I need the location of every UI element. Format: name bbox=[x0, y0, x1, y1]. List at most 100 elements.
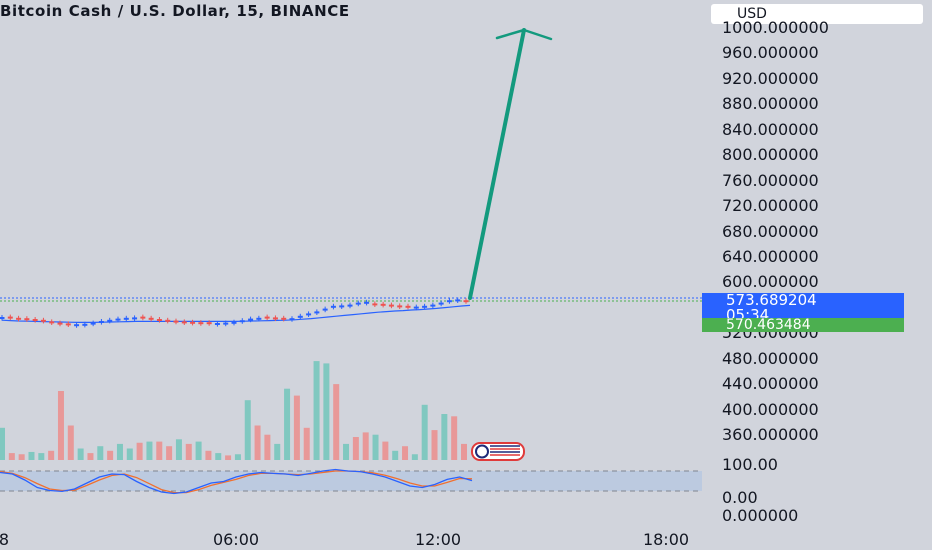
volume-bar bbox=[402, 446, 409, 460]
candle-body bbox=[455, 299, 461, 302]
price-tick-label: 680.000000 bbox=[722, 221, 819, 241]
candle-body bbox=[264, 316, 270, 319]
candle-body bbox=[156, 319, 162, 321]
volume-bar bbox=[323, 363, 330, 460]
candle-body bbox=[347, 304, 353, 307]
volume-bar bbox=[313, 361, 320, 460]
candle-body bbox=[231, 321, 237, 324]
candle-body bbox=[463, 300, 469, 303]
candle-body bbox=[364, 301, 370, 304]
volume-bar bbox=[411, 454, 418, 460]
candle-body bbox=[306, 313, 312, 316]
volume-bars bbox=[0, 361, 467, 460]
volume-bar bbox=[362, 432, 369, 460]
candle-body bbox=[289, 318, 295, 321]
volume-bar bbox=[77, 448, 84, 460]
candle-body bbox=[132, 317, 138, 320]
volume-bar bbox=[333, 384, 340, 460]
volume-bar bbox=[0, 427, 5, 460]
volume-bar bbox=[352, 437, 359, 460]
candle-body bbox=[372, 303, 378, 306]
candle-body bbox=[24, 318, 30, 321]
candle-body bbox=[446, 300, 452, 303]
volume-bar bbox=[28, 451, 35, 460]
candle-body bbox=[57, 322, 63, 325]
candle-body bbox=[430, 304, 436, 307]
volume-bar bbox=[343, 443, 350, 460]
price-tick-label: 760.000000 bbox=[722, 170, 819, 190]
candle-body bbox=[355, 302, 361, 305]
volume-bar bbox=[156, 441, 163, 460]
candle-body bbox=[65, 323, 71, 326]
volume-bar bbox=[293, 395, 300, 460]
currency-selector[interactable]: USD bbox=[711, 4, 923, 24]
price-tick-label: 400.000000 bbox=[722, 399, 819, 419]
time-tick-label: 8 bbox=[0, 530, 10, 549]
volume-bar bbox=[254, 425, 261, 460]
candle-body bbox=[140, 316, 146, 319]
volume-bar bbox=[392, 450, 399, 460]
volume-bar bbox=[195, 441, 202, 460]
volume-bar bbox=[87, 453, 94, 460]
flag-logo bbox=[471, 442, 525, 461]
volume-bar bbox=[166, 446, 173, 460]
chart-title: Bitcoin Cash / U.S. Dollar, 15, BINANCE bbox=[0, 2, 350, 20]
candle-body bbox=[380, 303, 386, 306]
candle-body bbox=[49, 321, 55, 324]
price-tick-label: 800.000000 bbox=[722, 145, 819, 165]
volume-bar bbox=[18, 454, 25, 460]
candle-body bbox=[115, 318, 121, 321]
volume-bar bbox=[264, 434, 271, 460]
last-price-value: 573.689204 bbox=[726, 291, 817, 309]
volume-bar bbox=[57, 391, 64, 460]
price-tick-label: 1000.000000 bbox=[722, 18, 829, 37]
oscillator-extra-label: 0.000000 bbox=[722, 506, 799, 525]
volume-bar bbox=[215, 453, 222, 460]
candle-body bbox=[0, 317, 5, 319]
candle-body bbox=[388, 304, 394, 307]
candle-body bbox=[74, 324, 80, 327]
price-tick-label: 840.000000 bbox=[722, 119, 819, 139]
volume-bar bbox=[67, 425, 74, 460]
candle-body bbox=[173, 320, 179, 323]
candle-body bbox=[198, 322, 204, 325]
volume-bar bbox=[116, 443, 123, 460]
volume-bar bbox=[146, 441, 153, 460]
stochastic-band bbox=[0, 471, 702, 491]
volume-bar bbox=[136, 442, 143, 460]
candle-body bbox=[181, 321, 187, 324]
volume-bar bbox=[274, 443, 281, 460]
chart-grid bbox=[0, 297, 702, 302]
volume-bar bbox=[234, 454, 241, 460]
volume-bar bbox=[38, 453, 45, 460]
candle-body bbox=[322, 308, 328, 311]
candle-body bbox=[413, 306, 419, 309]
price-tick-label: 920.000000 bbox=[722, 68, 819, 88]
volume-bar bbox=[244, 400, 251, 460]
volume-bar bbox=[441, 414, 448, 460]
candle-body bbox=[123, 317, 129, 320]
last-price-badge: 573.689204 05:34 bbox=[702, 291, 904, 323]
price-tick-label: 880.000000 bbox=[722, 94, 819, 114]
candle-body bbox=[107, 319, 113, 322]
time-tick-label: 18:00 bbox=[642, 530, 690, 549]
price-tick-label: 640.000000 bbox=[722, 246, 819, 266]
candle-body bbox=[239, 320, 245, 323]
candle-body bbox=[90, 322, 96, 325]
volume-bar bbox=[205, 450, 212, 460]
candle-body bbox=[40, 319, 46, 322]
price-tick-label: 360.000000 bbox=[722, 425, 819, 444]
volume-bar bbox=[421, 404, 428, 460]
time-tick-label: 12:00 bbox=[414, 530, 462, 549]
candle-body bbox=[165, 319, 171, 322]
candle-body bbox=[206, 322, 212, 325]
candle-body bbox=[98, 321, 104, 323]
volume-bar bbox=[107, 450, 114, 460]
candle-body bbox=[438, 302, 444, 305]
candle-body bbox=[281, 317, 287, 320]
time-tick-label: 06:00 bbox=[212, 530, 260, 549]
oscillator-tick-label: 0.00 bbox=[722, 488, 758, 507]
candle-body bbox=[214, 323, 220, 325]
candle-body bbox=[297, 315, 303, 318]
